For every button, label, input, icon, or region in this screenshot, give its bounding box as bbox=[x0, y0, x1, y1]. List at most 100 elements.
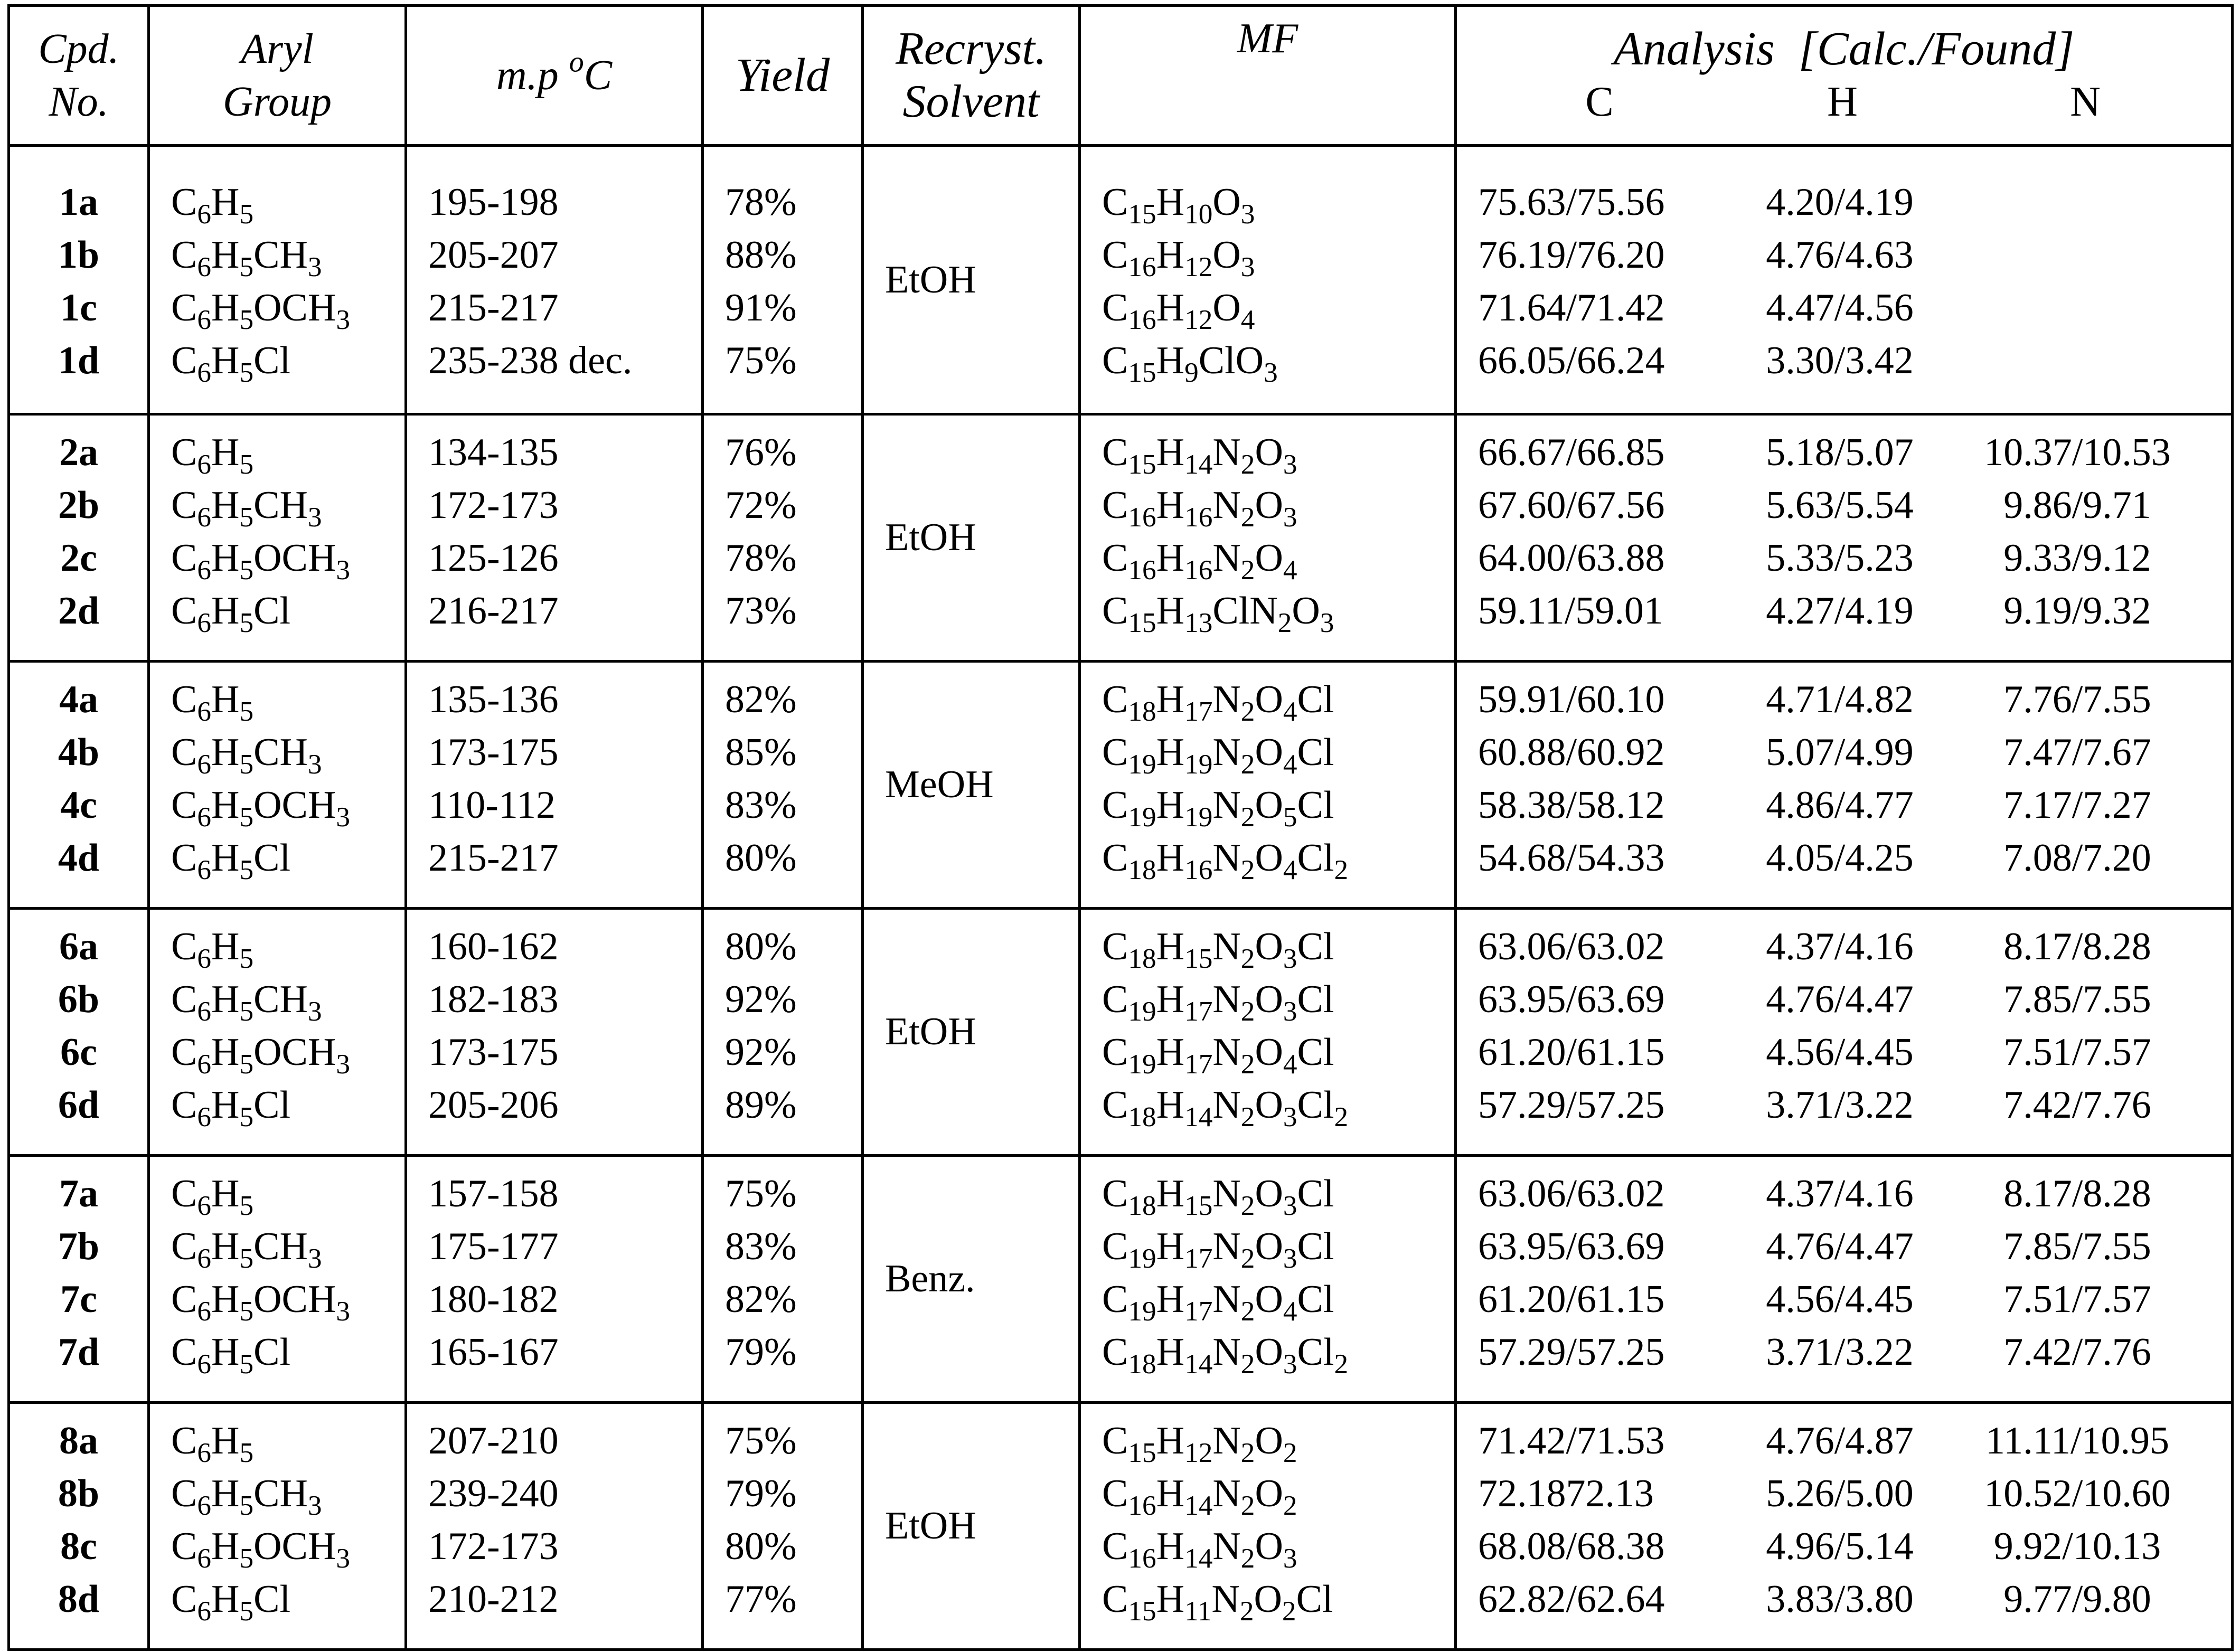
subscript: 3 bbox=[1283, 1101, 1297, 1132]
aryl: C6H5 bbox=[171, 1419, 254, 1468]
aryl: C6H5OCH3 bbox=[171, 536, 350, 586]
analysis-c: 67.60/67.56 bbox=[1478, 484, 1665, 527]
subscript: 12 bbox=[1184, 1437, 1213, 1468]
subscript: 5 bbox=[239, 1048, 254, 1080]
analysis-line: 63.06/63.02 4.37/4.16 8.17/8.28 bbox=[1478, 920, 2231, 973]
mp-cell: 135-136 173-175 110-112 215-217 bbox=[404, 660, 704, 910]
analysis-n: 9.86/9.71 bbox=[2003, 484, 2151, 527]
group-row: 4a 4b 4c 4d C6H5 C6H5CH3 C6H5OCH3 C6H5Cl 135-136… bbox=[7, 660, 2234, 910]
aryl: C6H5Cl bbox=[171, 1083, 291, 1132]
cpd: 4a bbox=[59, 678, 98, 721]
mf-cell: C18H17N2O4Cl C19H19N2O4Cl C19H19N2O5Cl C18H… bbox=[1078, 660, 1457, 910]
subscript: 2 bbox=[1239, 1595, 1254, 1627]
analysis-c: 66.67/66.85 bbox=[1478, 431, 1665, 474]
cpd-cell: 4a 4b 4c 4d bbox=[7, 660, 150, 910]
subscript: 17 bbox=[1184, 1048, 1213, 1080]
analysis-h: 5.33/5.23 bbox=[1766, 536, 1914, 580]
analysis-c: 59.11/59.01 bbox=[1478, 589, 1663, 633]
aryl: C6H5 bbox=[171, 431, 254, 480]
yield: 78% bbox=[725, 536, 797, 580]
subscript: 4 bbox=[1283, 1048, 1297, 1080]
aryl: C6H5Cl bbox=[171, 589, 291, 638]
cpd-cell: 8a 8b 8c 8d bbox=[7, 1401, 150, 1651]
analysis-c: 71.64/71.42 bbox=[1478, 286, 1665, 329]
analysis-n bbox=[1959, 176, 2196, 229]
subscript: 6 bbox=[197, 1295, 211, 1327]
aryl-cell: C6H5 C6H5CH3 C6H5OCH3 C6H5Cl bbox=[147, 1401, 407, 1651]
mp-cell: 195-198 205-207 215-217 235-238 dec. bbox=[404, 144, 704, 416]
melting-point: 110-112 bbox=[428, 783, 556, 827]
header-mp: m.p oC bbox=[404, 4, 704, 147]
subscript: 6 bbox=[197, 356, 211, 388]
mp-cell: 160-162 182-183 173-175 205-206 bbox=[404, 907, 704, 1157]
subscript: 2 bbox=[1240, 1190, 1255, 1221]
subscript: 5 bbox=[239, 607, 254, 638]
subscript: 6 bbox=[197, 1542, 211, 1574]
header-aryl: Aryl Group bbox=[147, 4, 407, 147]
aryl: C6H5 bbox=[171, 678, 254, 727]
analysis-n: 7.08/7.20 bbox=[2003, 836, 2151, 880]
analysis-n bbox=[1959, 334, 2196, 387]
yield: 78% bbox=[725, 181, 797, 224]
subscript: 5 bbox=[239, 1437, 254, 1468]
analysis-line: 57.29/57.25 3.71/3.22 7.42/7.76 bbox=[1478, 1079, 2231, 1131]
cpd: 7c bbox=[60, 1278, 97, 1321]
subscript: 3 bbox=[1320, 607, 1334, 638]
melting-point: 207-210 bbox=[428, 1419, 559, 1462]
subscript: 2 bbox=[1240, 1542, 1255, 1574]
subscript: 6 bbox=[197, 1101, 211, 1132]
subscript: 5 bbox=[239, 1542, 254, 1574]
group-row: 6a 6b 6c 6d C6H5 C6H5CH3 C6H5OCH3 C6H5Cl 160-162… bbox=[7, 907, 2234, 1157]
cpd: 4b bbox=[58, 731, 100, 774]
formula: C19H17N2O3Cl bbox=[1102, 978, 1334, 1027]
subscript: 2 bbox=[1240, 501, 1255, 533]
subscript: 2 bbox=[1283, 1489, 1297, 1521]
analysis-n: 7.51/7.57 bbox=[2003, 1278, 2151, 1321]
mp-cell: 134-135 172-173 125-126 216-217 bbox=[404, 413, 704, 663]
subscript: 16 bbox=[1184, 501, 1213, 533]
formula: C16H16N2O4 bbox=[1102, 536, 1297, 586]
subscript: 2 bbox=[1240, 995, 1255, 1027]
aryl: C6H5OCH3 bbox=[171, 286, 350, 335]
analysis-line: 61.20/61.15 4.56/4.45 7.51/7.57 bbox=[1478, 1273, 2231, 1326]
subscript: 2 bbox=[1240, 748, 1255, 780]
analysis-h: 4.27/4.19 bbox=[1766, 589, 1914, 633]
subscript: 16 bbox=[1184, 854, 1213, 885]
analysis-n: 7.85/7.55 bbox=[2003, 1225, 2151, 1268]
subscript: 17 bbox=[1184, 1242, 1213, 1274]
subscript: 6 bbox=[197, 198, 211, 230]
subscript: 19 bbox=[1128, 1048, 1156, 1080]
subscript: 5 bbox=[239, 554, 254, 586]
subscript: 3 bbox=[336, 1295, 350, 1327]
group-row: 1a 1b 1c 1d C6H5 C6H5CH3 C6H5OCH3 C6H5Cl 195-198… bbox=[7, 144, 2234, 416]
analysis-c: 62.82/62.64 bbox=[1478, 1578, 1665, 1621]
yield: 80% bbox=[725, 836, 797, 880]
solvent-cell: MeOH bbox=[861, 660, 1081, 910]
yield-cell: 78% 88% 91% 75% bbox=[701, 144, 864, 416]
analysis-line: 63.95/63.69 4.76/4.47 7.85/7.55 bbox=[1478, 1220, 2231, 1273]
analysis-h: 5.18/5.07 bbox=[1766, 431, 1914, 474]
aryl-cell: C6H5 C6H5CH3 C6H5OCH3 C6H5Cl bbox=[147, 660, 407, 910]
subscript: 2 bbox=[1334, 1348, 1349, 1380]
subscript: 2 bbox=[1240, 695, 1255, 727]
subscript: 2 bbox=[1240, 448, 1255, 480]
subscript: 6 bbox=[197, 942, 211, 974]
melting-point: 172-173 bbox=[428, 484, 559, 527]
subscript: 3 bbox=[307, 995, 322, 1027]
analysis-line: 59.91/60.10 4.71/4.82 7.76/7.55 bbox=[1478, 673, 2231, 726]
subscript: 5 bbox=[239, 1242, 254, 1274]
subscript: 2 bbox=[1282, 1595, 1296, 1627]
subscript: 5 bbox=[239, 1348, 254, 1380]
analysis-n bbox=[1959, 229, 2196, 281]
group-row: 8a 8b 8c 8d C6H5 C6H5CH3 C6H5OCH3 C6H5Cl 207-210… bbox=[7, 1401, 2234, 1651]
cpd-cell: 7a 7b 7c 7d bbox=[7, 1154, 150, 1404]
header-text: m.p bbox=[496, 52, 559, 99]
formula: C19H19N2O4Cl bbox=[1102, 731, 1334, 780]
subscript: 3 bbox=[1283, 1190, 1297, 1221]
cpd-cell: 2a 2b 2c 2d bbox=[7, 413, 150, 663]
subscript: 6 bbox=[197, 448, 211, 480]
subscript: 5 bbox=[239, 748, 254, 780]
table-header: Cpd. No. Aryl Group m.p oC Yield Recryst. S… bbox=[7, 4, 2234, 147]
yield: 75% bbox=[725, 1419, 797, 1462]
analysis-line: 63.06/63.02 4.37/4.16 8.17/8.28 bbox=[1478, 1167, 2231, 1220]
